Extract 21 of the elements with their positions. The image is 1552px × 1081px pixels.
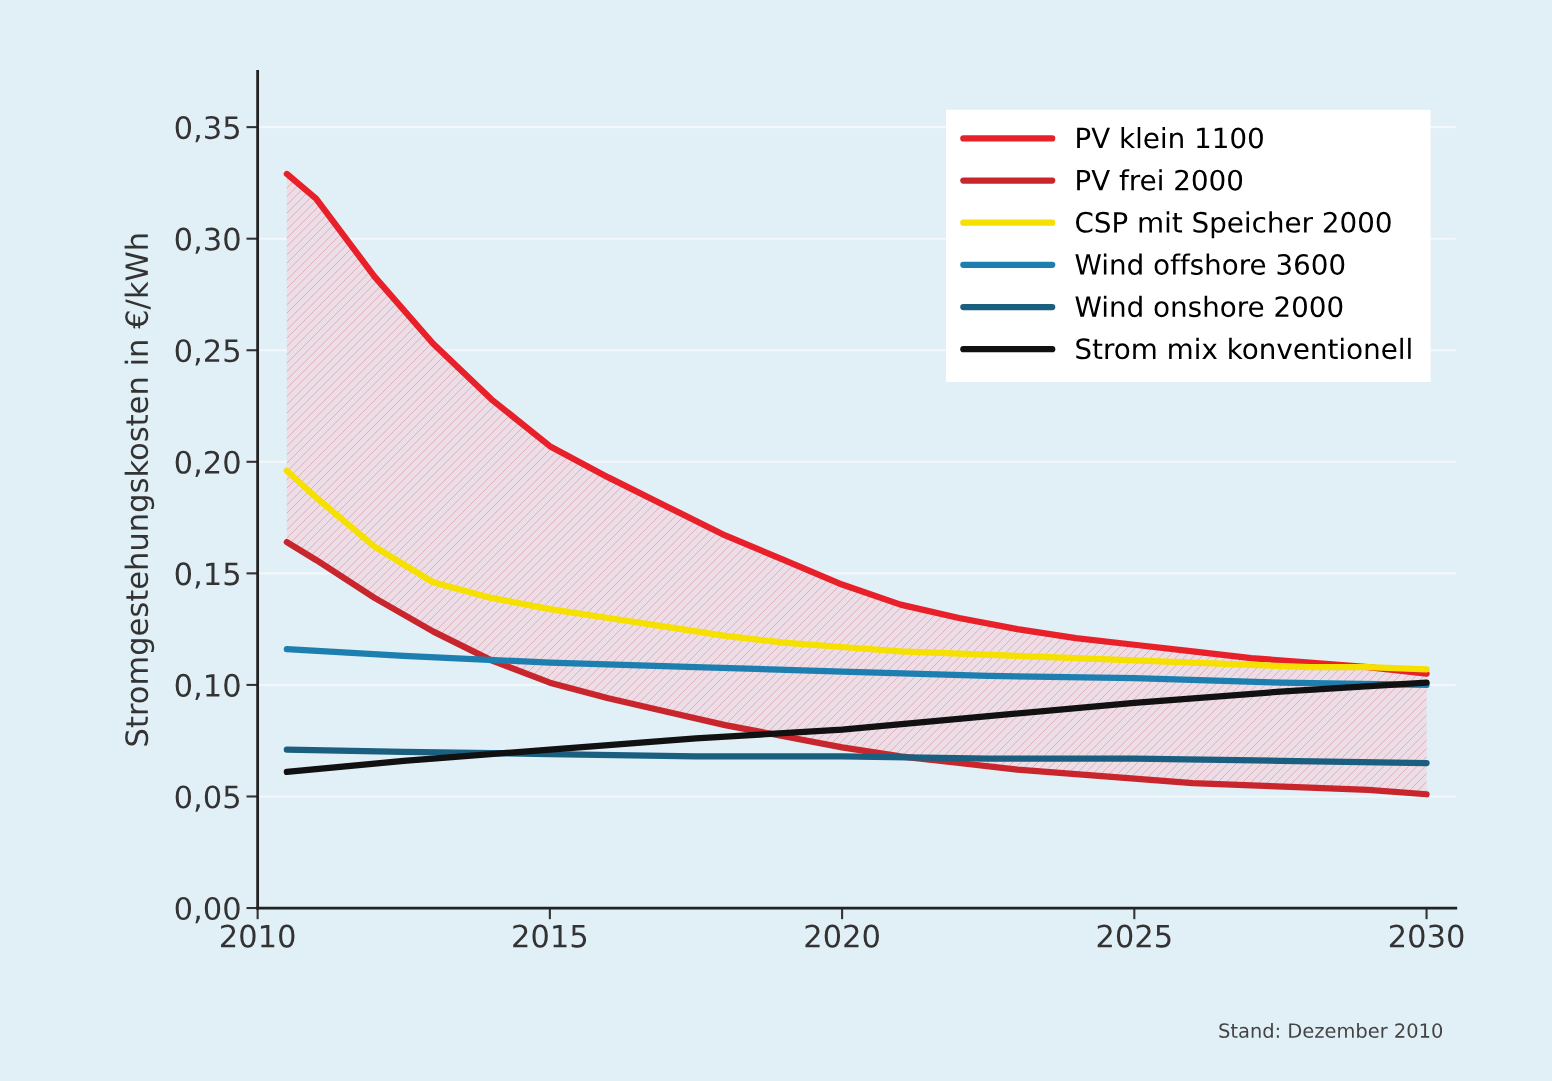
x-tick-label: 2015: [513, 924, 587, 948]
legend-label: Wind onshore 2000: [1075, 295, 1343, 318]
y-tick-label: 0,00: [175, 896, 240, 924]
legend-label: PV klein 1100: [1077, 127, 1263, 149]
y-tick-label: 0,30: [175, 227, 240, 254]
x-tick-label: 2030: [1389, 924, 1464, 948]
legend-label: Strom mix konventionell: [1076, 337, 1411, 360]
x-tick-label: 2020: [805, 924, 879, 948]
legend-label: PV frei 2000: [1077, 169, 1243, 191]
x-tick-label: 2010: [220, 924, 295, 948]
y-tick-label: 0,35: [175, 116, 239, 143]
y-tick-label: 0,25: [175, 339, 239, 366]
legend-label: CSP mit Speicher 2000: [1076, 211, 1391, 239]
text: Stand: Dezember 2010: [1219, 1022, 1443, 1038]
y-tick-label: 0,05: [175, 785, 239, 812]
y-tick-label: 0,10: [175, 673, 240, 701]
y-tick-label: 0,15: [175, 562, 239, 589]
y-tick-label: 0,20: [175, 450, 240, 477]
legend-label: Wind offshore 3600: [1075, 253, 1345, 275]
y-axis-title: Stromgestehungskosten in €/kWh: [124, 234, 155, 746]
x-tick-label: 2025: [1097, 924, 1171, 948]
